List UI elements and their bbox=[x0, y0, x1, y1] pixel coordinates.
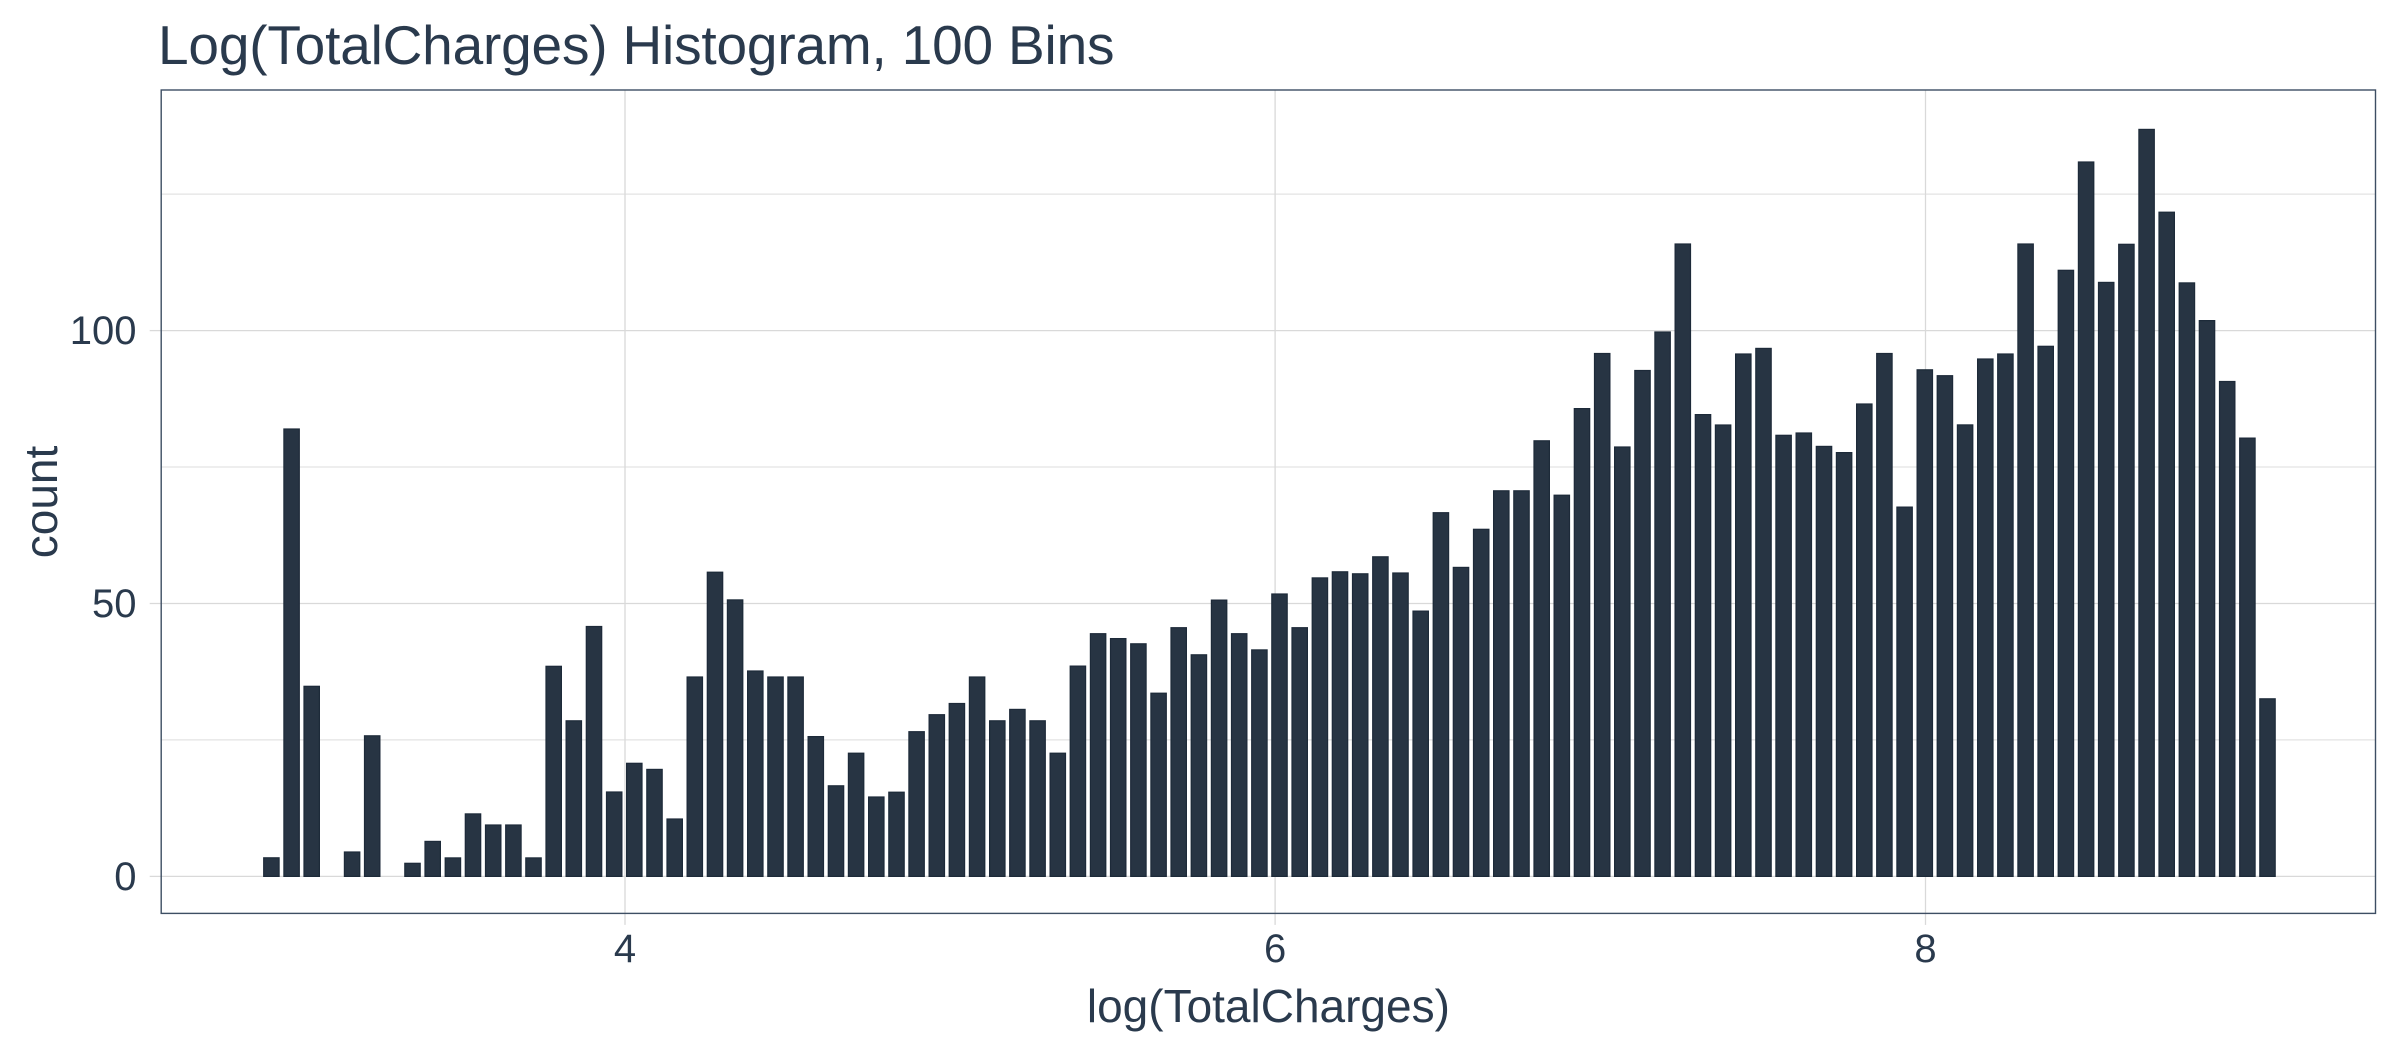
svg-text:50: 50 bbox=[92, 582, 137, 626]
svg-text:6: 6 bbox=[1264, 927, 1286, 971]
svg-text:8: 8 bbox=[1914, 927, 1936, 971]
svg-text:0: 0 bbox=[114, 855, 136, 899]
svg-text:4: 4 bbox=[614, 927, 636, 971]
svg-text:100: 100 bbox=[70, 309, 137, 353]
svg-text:Log(TotalCharges) Histogram, 1: Log(TotalCharges) Histogram, 100 Bins bbox=[158, 14, 1114, 76]
svg-text:count: count bbox=[15, 446, 67, 559]
svg-text:log(TotalCharges): log(TotalCharges) bbox=[1087, 980, 1450, 1032]
